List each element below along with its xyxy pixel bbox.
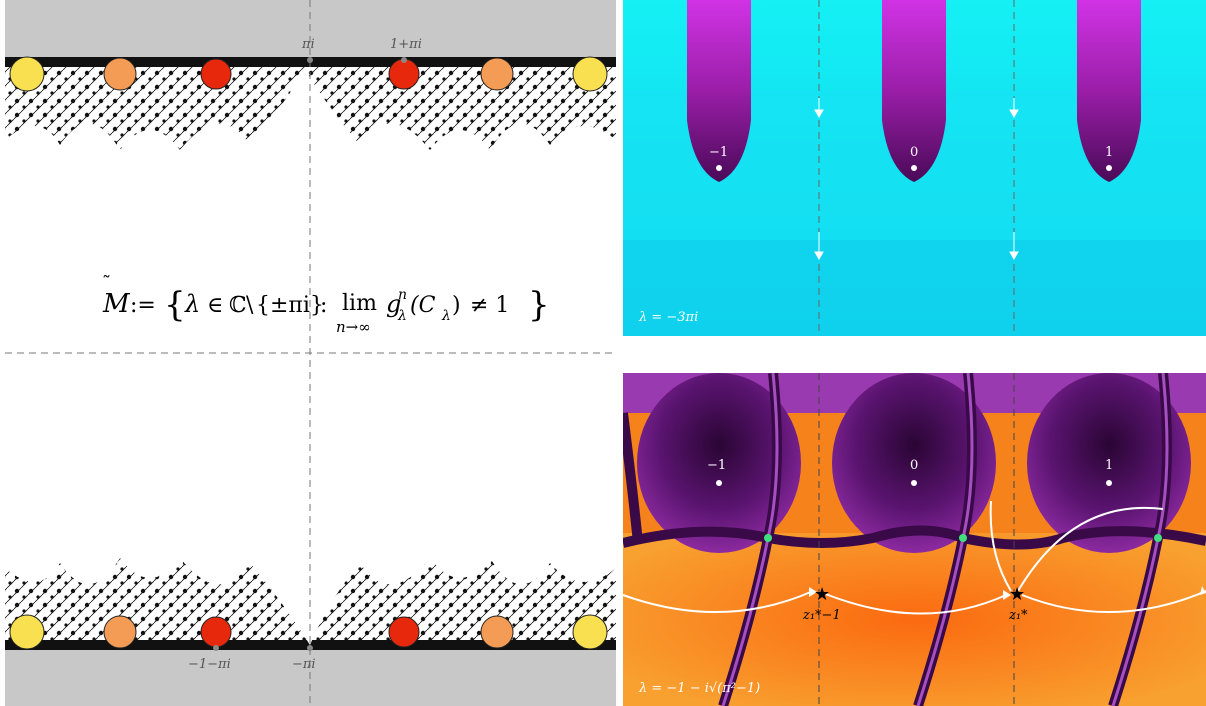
point-minus-one xyxy=(716,165,722,171)
star-label-left: z₁*−1 xyxy=(802,608,841,623)
svg-text::=: := xyxy=(130,293,156,318)
minus-one-minus-pi-i-label: −1−πi xyxy=(188,657,231,672)
orbit-arrows xyxy=(623,500,1206,615)
svg-text:{: { xyxy=(164,285,186,325)
red-disk xyxy=(200,58,232,90)
point-label-minus-one: −1 xyxy=(709,145,728,160)
svg-text:lim: lim xyxy=(342,291,377,316)
svg-text:λ: λ xyxy=(184,290,200,318)
orange-disk xyxy=(480,57,514,91)
green-point xyxy=(764,534,772,542)
svg-text:∈: ∈ xyxy=(207,293,223,318)
point-zero xyxy=(911,165,917,171)
red-disk xyxy=(200,616,232,648)
svg-text:(C: (C xyxy=(410,293,436,318)
top-fractal xyxy=(5,67,616,150)
one-plus-pi-i-label: 1+πi xyxy=(390,37,422,52)
minus-one-minus-pi-i-point xyxy=(213,645,219,651)
svg-text:): ) xyxy=(452,293,461,318)
svg-text:M: M xyxy=(102,289,131,319)
green-point xyxy=(1154,534,1162,542)
svg-text:g: g xyxy=(386,290,401,318)
star-label-right: z₁* xyxy=(1008,608,1028,623)
one-plus-pi-i-point xyxy=(401,57,407,63)
dynamical-plane-cyan-panel: −1 0 1 λ = −3πi xyxy=(623,0,1206,336)
svg-text:λ: λ xyxy=(441,308,451,324)
point-label-one: 1 xyxy=(1105,145,1113,160)
purple-lobe xyxy=(687,0,751,182)
star-marker: ★ xyxy=(1009,584,1025,605)
yellow-disk xyxy=(572,56,608,92)
svg-text:n→∞: n→∞ xyxy=(336,318,371,336)
arrows xyxy=(814,98,1019,261)
bottom-fractal-edge xyxy=(5,640,616,650)
star-marker: ★ xyxy=(814,584,830,605)
point-minus-one xyxy=(716,480,722,486)
svg-text::: : xyxy=(320,293,327,318)
svg-text:λ: λ xyxy=(397,308,407,324)
purple-basin xyxy=(637,373,801,553)
definition-formula: M ˜ := { λ ∈ ℂ \ {±πi} : lim n→∞ g n λ (… xyxy=(102,273,550,336)
svg-text:\: \ xyxy=(246,293,254,318)
point-zero xyxy=(911,480,917,486)
yellow-disk xyxy=(9,614,45,650)
purple-lobe xyxy=(882,0,946,182)
parameter-plane-svg: πi 1+πi −1−πi −πi M ˜ := { λ ∈ ℂ \ {±πi} xyxy=(5,0,616,706)
red-disk xyxy=(388,58,420,90)
point-label-minus-one: −1 xyxy=(707,458,726,473)
point-label-zero: 0 xyxy=(910,458,918,473)
svg-text:ℂ: ℂ xyxy=(229,293,247,318)
dynamical-plane-orange-svg: ★ ★ z₁*−1 z₁* −1 0 1 λ = −1 − i√(π²−1) xyxy=(623,373,1206,706)
orange-disk xyxy=(103,57,137,91)
dynamical-plane-cyan-svg: −1 0 1 λ = −3πi xyxy=(623,0,1206,336)
svg-text:}: } xyxy=(528,285,550,325)
yellow-disk xyxy=(9,56,45,92)
minus-pi-i-label: −πi xyxy=(292,657,316,672)
yellow-disk xyxy=(572,614,608,650)
parameter-label: λ = −1 − i√(π²−1) xyxy=(638,681,760,696)
point-label-one: 1 xyxy=(1105,458,1113,473)
parameter-label: λ = −3πi xyxy=(638,310,698,325)
svg-text:≠ 1: ≠ 1 xyxy=(470,293,509,318)
point-one xyxy=(1106,480,1112,486)
red-disk xyxy=(388,616,420,648)
point-one xyxy=(1106,165,1112,171)
svg-text:˜: ˜ xyxy=(102,273,111,294)
parameter-plane-panel: πi 1+πi −1−πi −πi M ˜ := { λ ∈ ℂ \ {±πi} xyxy=(5,0,616,706)
pi-i-label: πi xyxy=(301,37,315,52)
green-point xyxy=(959,534,967,542)
purple-lobe xyxy=(1077,0,1141,182)
dynamical-plane-orange-panel: ★ ★ z₁*−1 z₁* −1 0 1 λ = −1 − i√(π²−1) xyxy=(623,373,1206,706)
svg-text:{±πi}: {±πi} xyxy=(256,293,324,318)
point-label-zero: 0 xyxy=(910,145,918,160)
orange-disk xyxy=(103,615,137,649)
bottom-fractal xyxy=(5,558,616,645)
purple-basin xyxy=(832,373,996,553)
orange-disk xyxy=(480,615,514,649)
svg-text:n: n xyxy=(398,287,407,303)
